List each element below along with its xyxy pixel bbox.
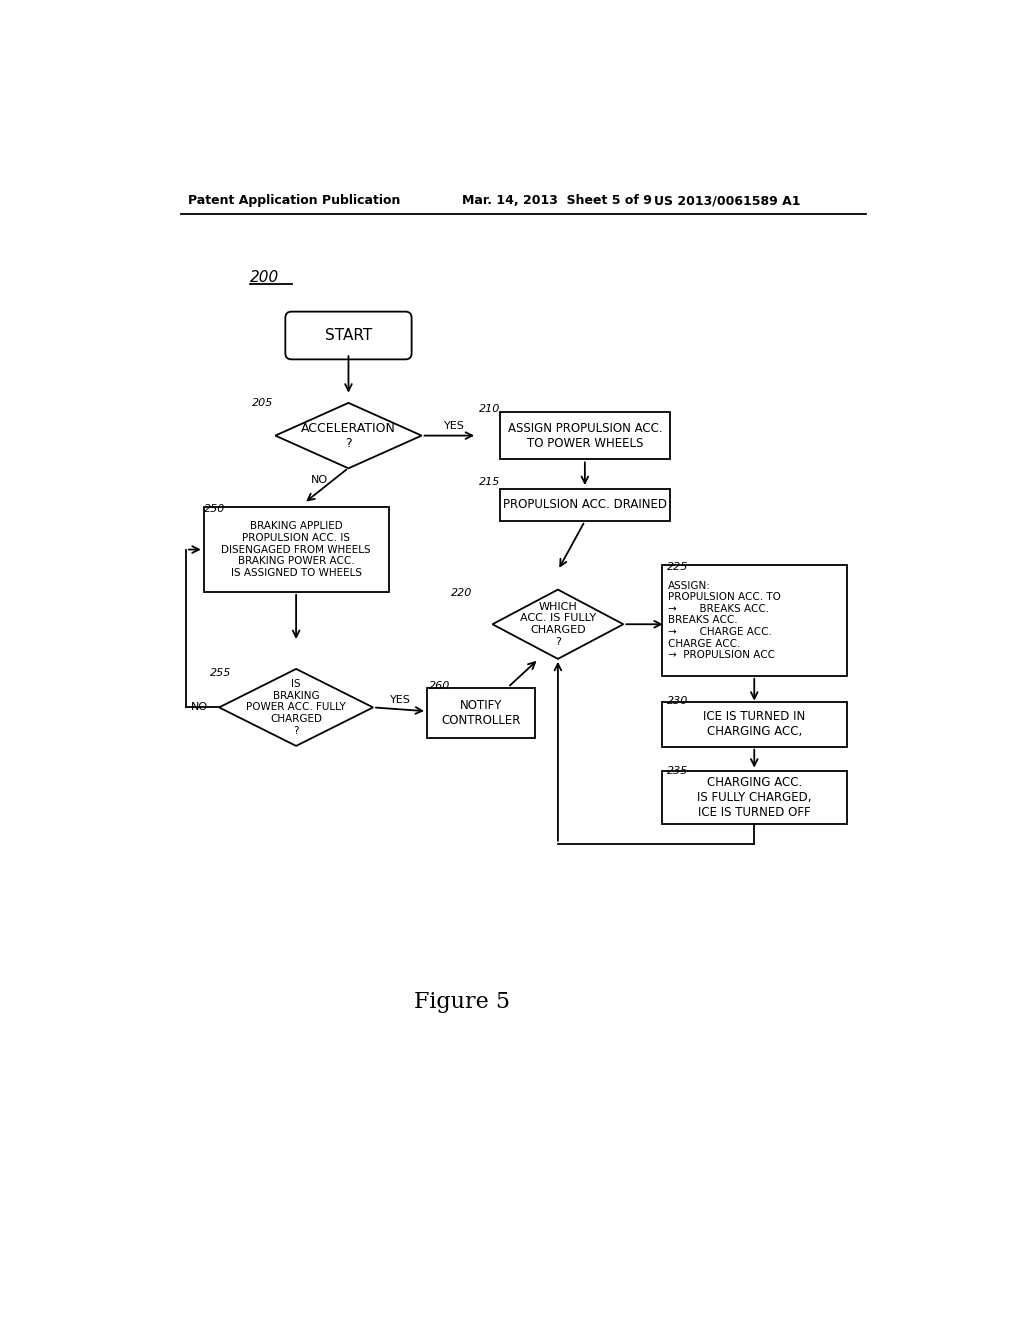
Text: ICE IS TURNED IN
CHARGING ACC,: ICE IS TURNED IN CHARGING ACC,	[703, 710, 806, 738]
Bar	[662, 771, 847, 825]
Text: 220: 220	[451, 589, 472, 598]
Text: NO: NO	[190, 702, 208, 713]
Text: Figure 5: Figure 5	[414, 990, 510, 1012]
Polygon shape	[275, 403, 422, 469]
Text: ACCELERATION
?: ACCELERATION ?	[301, 421, 396, 450]
Bar	[427, 688, 535, 738]
Text: 200: 200	[250, 271, 280, 285]
Text: PROPULSION ACC. DRAINED: PROPULSION ACC. DRAINED	[503, 499, 667, 511]
Text: NO: NO	[310, 475, 328, 486]
Text: ASSIGN PROPULSION ACC.
TO POWER WHEELS: ASSIGN PROPULSION ACC. TO POWER WHEELS	[508, 421, 663, 450]
Bar	[204, 507, 388, 591]
Text: START: START	[325, 327, 372, 343]
Bar	[500, 412, 670, 459]
Bar	[662, 565, 847, 676]
Text: 260: 260	[429, 681, 451, 690]
Text: 235: 235	[668, 766, 688, 776]
Text: BRAKING APPLIED
PROPULSION ACC. IS
DISENGAGED FROM WHEELS
BRAKING POWER ACC.
IS : BRAKING APPLIED PROPULSION ACC. IS DISEN…	[221, 521, 371, 578]
Text: 250: 250	[204, 504, 225, 513]
Text: ASSIGN:
PROPULSION ACC. TO
→       BREAKS ACC.
BREAKS ACC.
→       CHARGE ACC.
C: ASSIGN: PROPULSION ACC. TO → BREAKS ACC.…	[668, 581, 781, 660]
Text: 225: 225	[668, 561, 688, 572]
Text: YES: YES	[443, 421, 465, 432]
Text: IS
BRAKING
POWER ACC. FULLY
CHARGED
?: IS BRAKING POWER ACC. FULLY CHARGED ?	[246, 680, 346, 735]
Text: Mar. 14, 2013  Sheet 5 of 9: Mar. 14, 2013 Sheet 5 of 9	[462, 194, 651, 207]
FancyBboxPatch shape	[286, 312, 412, 359]
Text: Patent Application Publication: Patent Application Publication	[188, 194, 400, 207]
Bar	[662, 702, 847, 747]
Text: 215: 215	[479, 477, 501, 487]
Text: NOTIFY
CONTROLLER: NOTIFY CONTROLLER	[441, 698, 520, 727]
Polygon shape	[219, 669, 373, 746]
Text: 230: 230	[668, 696, 688, 706]
Text: 255: 255	[210, 668, 231, 677]
Text: US 2013/0061589 A1: US 2013/0061589 A1	[654, 194, 801, 207]
Text: 205: 205	[252, 399, 273, 408]
Text: 210: 210	[478, 404, 500, 413]
Text: WHICH
ACC. IS FULLY
CHARGED
?: WHICH ACC. IS FULLY CHARGED ?	[520, 602, 596, 647]
Text: YES: YES	[389, 694, 411, 705]
Bar	[500, 488, 670, 521]
Text: CHARGING ACC.
IS FULLY CHARGED,
ICE IS TURNED OFF: CHARGING ACC. IS FULLY CHARGED, ICE IS T…	[697, 776, 811, 818]
Polygon shape	[493, 590, 624, 659]
